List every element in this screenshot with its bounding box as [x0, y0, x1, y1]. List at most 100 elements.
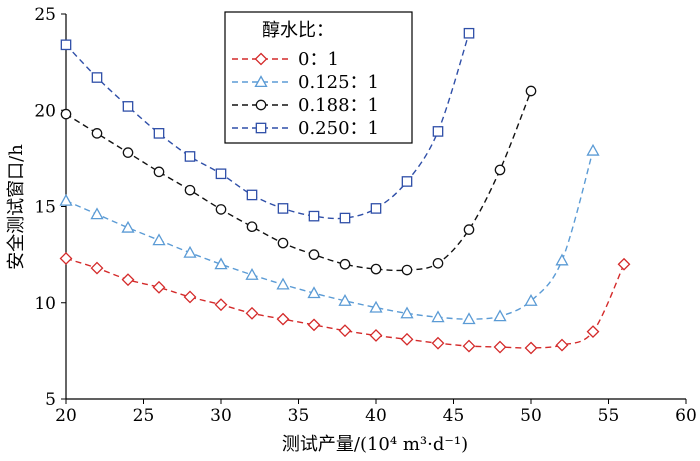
x-tick-label-20: 20 [55, 406, 77, 426]
series-0-point-11 [400, 332, 414, 346]
series-0-point-14 [493, 340, 507, 354]
legend-marker-2 [255, 99, 267, 111]
y-tick-label-25: 25 [34, 5, 56, 25]
x-axis-label: 测试产量/(10⁴ m³·d⁻¹) [282, 434, 468, 455]
series-0-point-5 [214, 298, 228, 312]
series-0-point-1 [90, 261, 104, 275]
series-3-point-4 [184, 151, 196, 162]
series-2-point-3 [153, 166, 165, 178]
series-0-point-16 [555, 338, 569, 352]
series-2-point-7 [277, 237, 289, 249]
y-axis-label: 安全测试窗口/h [6, 144, 27, 270]
series-2-point-10 [370, 263, 382, 275]
series-0-point-10 [369, 329, 383, 342]
series-3-point-13 [463, 27, 475, 39]
legend-label-2: 0.188：1 [298, 95, 379, 116]
series-3-point-5 [215, 168, 227, 180]
series-2-point-14 [494, 164, 506, 176]
series-2-point-4 [184, 184, 196, 196]
series-2-point-15 [525, 85, 537, 97]
y-tick-label-20: 20 [34, 101, 56, 121]
series-2-point-13 [463, 224, 475, 235]
legend-marker-0 [254, 52, 268, 66]
series-1-point-2 [121, 220, 135, 233]
series-2-point-6 [246, 221, 258, 233]
series-1 [59, 143, 600, 325]
series-2-point-9 [339, 258, 351, 270]
series-layer [59, 27, 631, 355]
y-tick-label-10: 10 [34, 294, 56, 314]
series-0-point-0 [59, 252, 73, 265]
series-3-point-12 [432, 126, 444, 137]
series-1-point-16 [555, 253, 569, 266]
x-tick-label-25: 25 [133, 406, 155, 426]
series-2-point-0 [60, 108, 72, 120]
series-0-point-15 [524, 341, 538, 355]
series-0-point-3 [152, 280, 166, 294]
x-tick-label-55: 55 [598, 406, 620, 426]
series-3-point-9 [339, 212, 351, 224]
series-3-point-6 [246, 189, 258, 201]
series-1-point-10 [369, 300, 383, 313]
series-1-point-13 [462, 312, 476, 325]
series-0-point-18 [617, 257, 631, 271]
series-3-point-2 [122, 101, 134, 112]
series-2-point-1 [91, 128, 103, 139]
legend-marker-3 [255, 122, 267, 134]
series-1-point-5 [214, 257, 228, 270]
series-3-point-11 [401, 176, 413, 187]
series-3-point-10 [370, 203, 382, 214]
series-0-point-2 [121, 273, 135, 287]
legend-box [224, 11, 413, 144]
series-1-point-8 [307, 286, 321, 299]
series-1-point-6 [245, 267, 259, 280]
series-1-point-7 [276, 277, 290, 290]
series-3 [60, 27, 475, 224]
legend-label-0: 0：1 [298, 49, 339, 70]
series-2-point-5 [215, 204, 227, 215]
series-3-point-8 [308, 210, 320, 222]
series-0-point-7 [276, 312, 290, 326]
x-tick-label-40: 40 [365, 406, 387, 426]
series-3-point-3 [153, 128, 165, 139]
x-tick-label-50: 50 [520, 406, 542, 426]
series-2-point-2 [122, 147, 134, 158]
y-tick-label-15: 15 [34, 198, 56, 218]
legend-marker-1 [254, 75, 268, 88]
legend-title: 醇水比： [262, 20, 334, 41]
series-1-point-3 [152, 233, 166, 246]
series-line-2 [65, 90, 532, 272]
series-2-point-12 [432, 257, 444, 269]
series-1-point-1 [90, 207, 104, 220]
axes: 20 25 30 35 40 45 50 55 60 5 10 15 20 25 [34, 5, 696, 426]
x-tick-label-30: 30 [210, 406, 232, 426]
series-0-point-6 [245, 306, 259, 320]
x-tick-label-60: 60 [675, 406, 697, 426]
series-0-point-4 [183, 290, 197, 304]
series-1-point-9 [338, 293, 352, 306]
series-line-1 [65, 150, 594, 320]
series-3-point-0 [60, 39, 72, 51]
series-2-point-11 [401, 264, 413, 276]
series-2 [60, 85, 537, 276]
series-2-point-8 [308, 249, 320, 260]
series-0-point-12 [431, 336, 445, 350]
series-0-point-13 [462, 339, 476, 353]
series-1-point-15 [524, 293, 538, 306]
series-0-point-17 [586, 325, 600, 339]
y-tick-label-5: 5 [45, 390, 56, 410]
series-1-point-12 [431, 310, 445, 323]
legend-label-3: 0.250：1 [298, 118, 379, 139]
series-3-point-1 [91, 72, 103, 83]
x-tick-label-45: 45 [443, 406, 465, 426]
x-tick-label-35: 35 [288, 406, 310, 426]
series-0-point-8 [307, 318, 321, 332]
series-1-point-11 [400, 306, 414, 319]
series-1-point-17 [586, 143, 600, 156]
legend: 醇水比： 0：10.125：10.188：10.250：1 [224, 11, 413, 144]
series-1-point-14 [493, 309, 507, 322]
series-1-point-4 [183, 245, 197, 258]
legend-label-1: 0.125：1 [298, 72, 379, 93]
series-1-point-0 [59, 193, 73, 206]
